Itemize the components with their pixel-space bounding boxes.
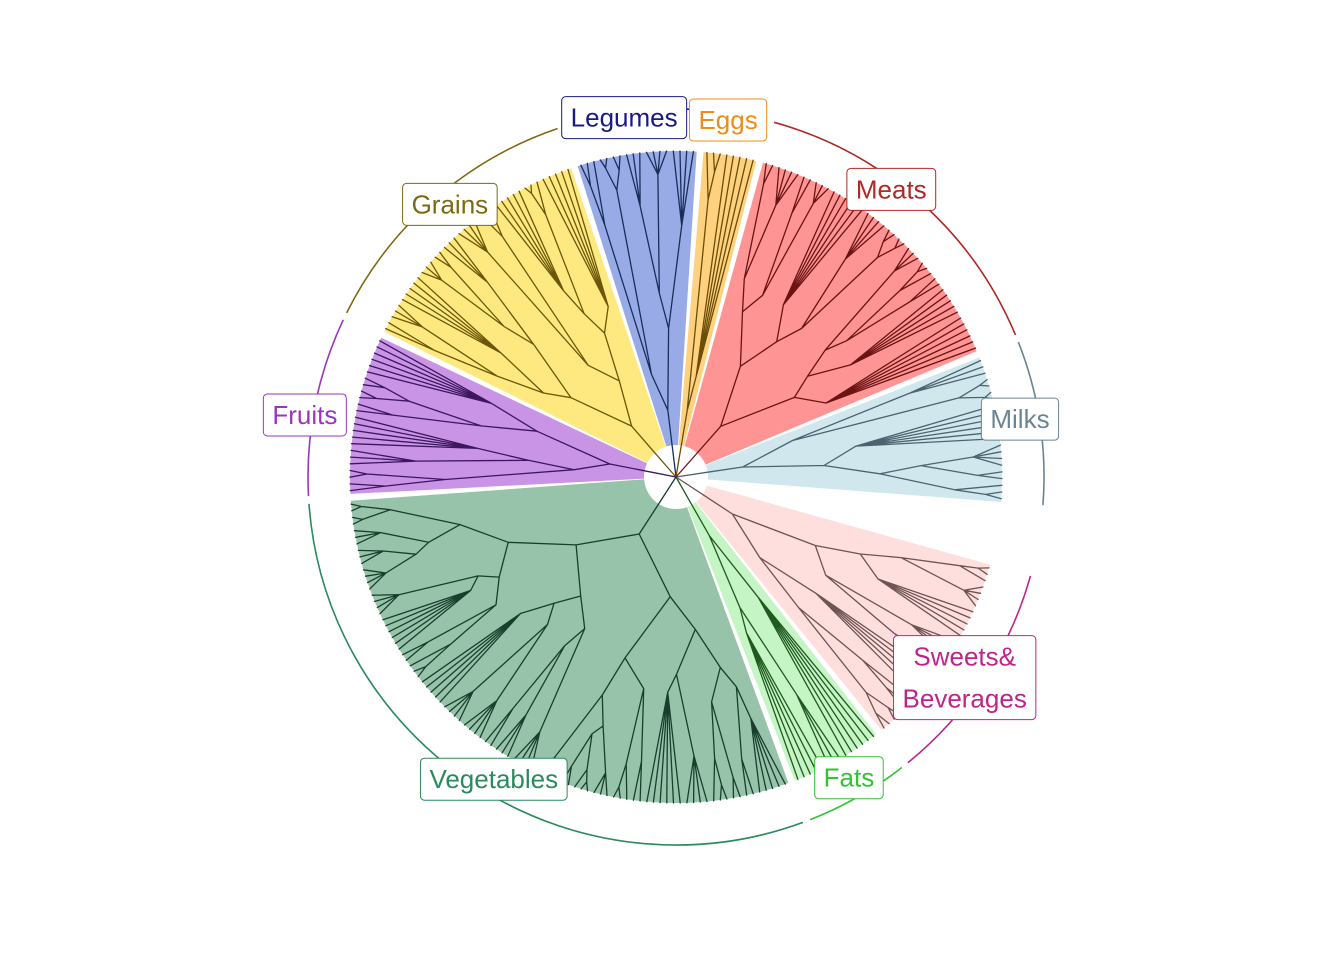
label-text-vegetables: Vegetables — [429, 764, 558, 794]
label-text-meats: Meats — [856, 174, 927, 204]
label-fruits: Fruits — [262, 393, 347, 437]
label-text-grains: Grains — [412, 189, 489, 219]
label-sweets: Sweets&Beverages — [893, 635, 1037, 721]
label-text-milks: Milks — [990, 404, 1049, 434]
label-text-legumes: Legumes — [571, 103, 678, 133]
branches-fruits — [349, 340, 677, 492]
sector-legumes — [577, 150, 697, 459]
label-box-fruits — [262, 393, 347, 437]
label-box-vegetables — [419, 757, 568, 801]
label-box-sweets — [893, 635, 1037, 721]
sector-grains — [384, 168, 670, 469]
label-box-meats — [846, 167, 937, 211]
label-text-fruits: Fruits — [272, 400, 337, 430]
sector-eggs — [677, 152, 757, 459]
label-grains: Grains — [402, 182, 498, 226]
branches-fats — [675, 476, 875, 780]
branches-meats — [675, 163, 977, 478]
label-text-fats: Fats — [824, 763, 875, 793]
label-text-sweets: Sweets& — [913, 642, 1016, 672]
label-box-fats — [814, 756, 884, 800]
sector-meats — [681, 162, 977, 470]
label-box-grains — [402, 182, 498, 226]
label-text-sweets: Beverages — [903, 684, 1027, 714]
label-vegetables: Vegetables — [419, 757, 568, 801]
label-milks: Milks — [980, 397, 1060, 441]
group-labels: Grains Legumes Eggs Meats Milks Sweets&Bevera… — [262, 96, 1060, 801]
label-eggs: Eggs — [688, 98, 768, 142]
label-box-legumes — [561, 96, 688, 140]
label-legumes: Legumes — [561, 96, 688, 140]
label-meats: Meats — [846, 167, 937, 211]
label-fats: Fats — [814, 756, 884, 800]
sector-fruits — [349, 337, 659, 494]
label-box-eggs — [688, 98, 768, 142]
label-box-milks — [980, 397, 1060, 441]
label-text-eggs: Eggs — [698, 105, 757, 135]
branches-eggs — [675, 151, 754, 478]
branches-legumes — [580, 150, 695, 478]
